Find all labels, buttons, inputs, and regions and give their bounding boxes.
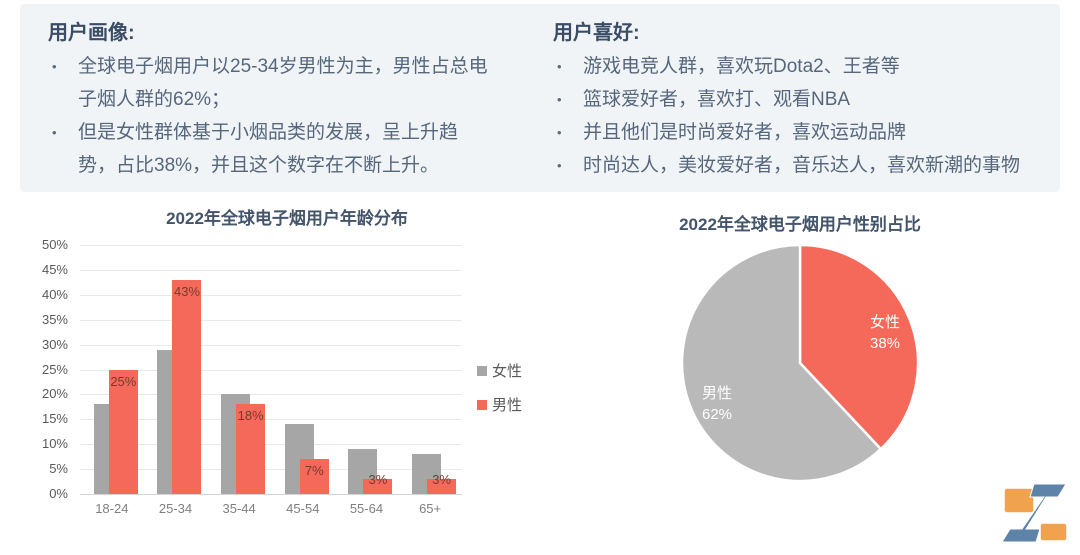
y-tick-label: 30% bbox=[41, 336, 68, 352]
bullet-icon: • bbox=[557, 92, 562, 107]
pie-chart-title: 2022年全球电子烟用户性别占比 bbox=[679, 215, 921, 234]
bar-chart-y-axis: 0% 5% 10% 15% 20% 25% 30% 35% 40% 45% 50% bbox=[30, 237, 74, 501]
bar-chart-x-axis: 18-24 25-34 35-44 45-54 55-64 65+ bbox=[80, 501, 462, 516]
bar-chart-plot: 25% 43% 18% 7% 3% 3% bbox=[80, 245, 462, 495]
bar-data-label: 25% bbox=[110, 373, 137, 389]
gridline bbox=[80, 269, 462, 271]
y-tick-label: 20% bbox=[41, 386, 68, 402]
bullet-icon: • bbox=[557, 158, 562, 173]
bar-data-label: 7% bbox=[304, 463, 324, 479]
bar-male: 18% bbox=[236, 404, 266, 494]
bar-male: 25% bbox=[108, 369, 138, 494]
bar-data-label: 43% bbox=[173, 283, 200, 299]
bar-data-label: 3% bbox=[368, 472, 388, 488]
x-tick-label: 18-24 bbox=[95, 501, 129, 516]
y-tick-label: 40% bbox=[41, 286, 68, 302]
y-tick-label: 0% bbox=[49, 486, 68, 501]
list-item: • 时尚达人，美妆爱好者，音乐达人，喜欢新潮的事物 bbox=[553, 149, 1053, 182]
female-swatch-icon bbox=[477, 365, 487, 376]
bullet-icon: • bbox=[52, 59, 57, 74]
bar-group: 3% bbox=[335, 245, 399, 494]
gridline bbox=[80, 344, 462, 346]
list-item: • 全球电子烟用户以25-34岁男性为主，男性占总电子烟人群的62%； bbox=[48, 50, 488, 116]
profile-bullet-text: 全球电子烟用户以25-34岁男性为主，男性占总电子烟人群的62%； bbox=[78, 56, 488, 110]
y-tick-label: 35% bbox=[41, 311, 68, 327]
bar-group: 25% bbox=[80, 245, 144, 494]
pie-label-text: 男性 bbox=[701, 385, 732, 402]
bar-male: 43% bbox=[172, 279, 202, 494]
user-preferences-title: 用户喜好: bbox=[553, 22, 640, 44]
pie-slice-男性 bbox=[680, 243, 883, 483]
pie-label-text: 女性 bbox=[869, 314, 900, 331]
bullet-icon: • bbox=[52, 125, 57, 140]
pie-label-male: 男性 62% bbox=[677, 383, 757, 425]
bar-chart-title: 2022年全球电子烟用户年龄分布 bbox=[166, 209, 408, 228]
profile-bullet-text: 但是女性群体基于小烟品类的发展，呈上升趋势，占比38%，并且这个数字在不断上升。 bbox=[78, 122, 459, 176]
y-tick-label: 45% bbox=[41, 261, 68, 277]
bar-group: 7% bbox=[271, 245, 335, 494]
gridline bbox=[80, 444, 462, 446]
list-item: • 篮球爱好者，喜欢打、观看NBA bbox=[553, 83, 1053, 116]
preference-bullet-text: 并且他们是时尚爱好者，喜欢运动品牌 bbox=[583, 122, 907, 143]
bar-male: 3% bbox=[363, 472, 393, 494]
preference-bullet-text: 时尚达人，美妆爱好者，音乐达人，喜欢新潮的事物 bbox=[583, 155, 1021, 176]
gridline bbox=[80, 469, 462, 471]
user-profile-section: 用户画像: • 全球电子烟用户以25-34岁男性为主，男性占总电子烟人群的62%… bbox=[48, 16, 488, 182]
legend-label: 女性 bbox=[492, 363, 523, 380]
gridline bbox=[80, 419, 462, 421]
pie-label-value: 38% bbox=[869, 335, 901, 352]
legend-label: 男性 bbox=[492, 397, 523, 414]
preference-bullet-text: 篮球爱好者，喜欢打、观看NBA bbox=[583, 89, 851, 110]
x-tick-label: 45-54 bbox=[286, 501, 320, 516]
bar-group: 43% bbox=[144, 245, 208, 494]
x-axis-line bbox=[80, 494, 462, 495]
bullet-icon: • bbox=[557, 125, 562, 140]
gridline bbox=[80, 319, 462, 321]
bar-chart-legend: 女性 男性 bbox=[477, 360, 522, 428]
bar-male: 7% bbox=[299, 459, 329, 494]
bar-male: 3% bbox=[427, 472, 457, 494]
gridline bbox=[80, 369, 462, 371]
y-tick-label: 5% bbox=[49, 461, 68, 477]
y-tick-label: 50% bbox=[41, 237, 68, 252]
pie-label-value: 62% bbox=[701, 406, 733, 423]
gridline bbox=[80, 294, 462, 296]
user-profile-title: 用户画像: bbox=[48, 22, 135, 44]
x-tick-label: 35-44 bbox=[222, 501, 256, 516]
legend-item-female: 女性 bbox=[477, 360, 522, 381]
pie-chart bbox=[680, 243, 920, 483]
info-panel: 用户画像: • 全球电子烟用户以25-34岁男性为主，男性占总电子烟人群的62%… bbox=[20, 4, 1060, 192]
male-swatch-icon bbox=[477, 399, 487, 410]
gridline bbox=[80, 394, 462, 396]
bullet-icon: • bbox=[557, 59, 562, 74]
bar-chart-groups: 25% 43% 18% 7% 3% 3% bbox=[80, 245, 462, 494]
bar-data-label: 3% bbox=[432, 472, 451, 488]
y-tick-label: 15% bbox=[41, 411, 68, 427]
gridline bbox=[80, 245, 462, 246]
user-preferences-section: 用户喜好: • 游戏电竞人群，喜欢玩Dota2、王者等 • 篮球爱好者，喜欢打、… bbox=[553, 16, 1053, 182]
list-item: • 游戏电竞人群，喜欢玩Dota2、王者等 bbox=[553, 50, 1053, 83]
x-tick-label: 25-34 bbox=[158, 501, 193, 516]
preference-bullet-text: 游戏电竞人群，喜欢玩Dota2、王者等 bbox=[583, 56, 900, 77]
x-tick-label: 65+ bbox=[419, 501, 442, 516]
z-logo-icon bbox=[1001, 483, 1068, 543]
y-tick-label: 10% bbox=[41, 436, 68, 452]
list-item: • 并且他们是时尚爱好者，喜欢运动品牌 bbox=[553, 116, 1053, 149]
y-tick-label: 25% bbox=[41, 361, 68, 377]
list-item: • 但是女性群体基于小烟品类的发展，呈上升趋势，占比38%，并且这个数字在不断上… bbox=[48, 116, 488, 182]
pie-label-female: 女性 38% bbox=[845, 312, 925, 354]
bar-data-label: 18% bbox=[237, 408, 264, 424]
pie-slice-女性 bbox=[798, 243, 920, 451]
bar-group: 3% bbox=[398, 245, 462, 494]
bar-group: 18% bbox=[207, 245, 271, 494]
x-tick-label: 55-64 bbox=[349, 501, 384, 516]
legend-item-male: 男性 bbox=[477, 394, 522, 415]
